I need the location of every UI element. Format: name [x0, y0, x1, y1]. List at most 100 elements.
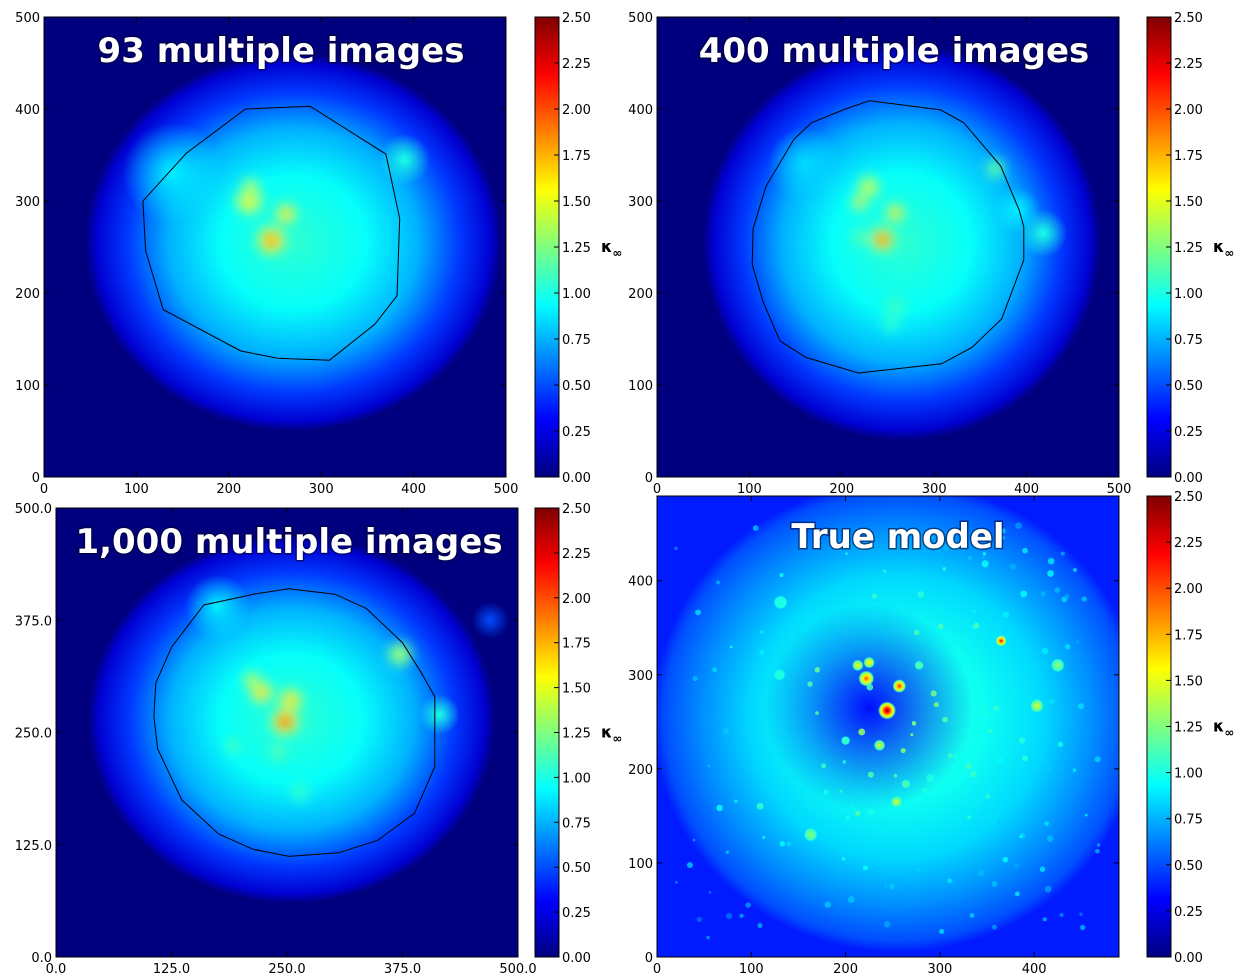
substructure-speckle	[1095, 848, 1100, 854]
substructure-speckle	[1079, 912, 1083, 917]
x-tick-label: 400	[1014, 482, 1039, 497]
x-tick-label: 300	[922, 482, 947, 497]
substructure-speckle	[982, 709, 989, 716]
substructure-speckle	[1018, 737, 1026, 744]
substructure-speckle	[930, 690, 937, 697]
substructure-speckle	[938, 623, 944, 630]
y-tick-label: 300	[628, 669, 653, 684]
mass-peak	[851, 228, 870, 247]
substructure-speckle	[1002, 856, 1009, 863]
mass-peak	[850, 193, 869, 212]
y-tick-label: 200	[628, 763, 653, 778]
substructure-speckle	[867, 808, 874, 815]
substructure-speckle	[849, 803, 853, 807]
heatmap-image	[657, 496, 1119, 957]
substructure-speckle	[692, 838, 696, 842]
substructure-speckle	[708, 891, 712, 894]
colorbar: 0.00 0.25 0.50 0.75 1.00 1.25 1.50 1.75 2.00 2.25…	[534, 11, 622, 486]
substructure-speckle	[981, 556, 985, 560]
substructure-speckle	[1021, 755, 1029, 762]
colorbar: 0.00 0.25 0.50 0.75 1.00 1.25 1.50 1.75 2.00 2.25…	[1146, 490, 1234, 966]
x-tick-label: 400	[401, 482, 426, 497]
y-tick-label: 400	[15, 103, 40, 118]
substructure-speckle	[729, 645, 733, 649]
substructure-speckle	[725, 850, 730, 855]
substructure-speckle	[1064, 644, 1071, 650]
substructure-speckle	[1044, 885, 1052, 893]
substructure-speckle	[1072, 768, 1077, 773]
substructure-speckle	[1002, 611, 1009, 618]
substructure-speckle	[858, 728, 866, 736]
mass-peak	[224, 737, 243, 755]
colorbar-tick-label: 0.75	[1174, 813, 1203, 828]
substructure-speckle	[722, 727, 730, 735]
colorbar-tick-label: 1.75	[562, 149, 591, 164]
substructure-speckle	[760, 630, 764, 634]
y-tick-label: 500	[628, 11, 653, 26]
panel-title: 93 multiple images	[98, 31, 465, 71]
mass-peak	[880, 313, 902, 334]
substructure-speckle	[952, 753, 959, 760]
substructure-speckle	[1060, 551, 1065, 556]
substructure-speckle	[1046, 835, 1054, 842]
substructure-speckle	[821, 763, 826, 769]
substructure-speckle	[1001, 536, 1005, 540]
substructure-speckle	[939, 928, 945, 935]
substructure-speckle	[706, 935, 710, 940]
substructure-speckle	[739, 913, 744, 918]
colorbar-tick-label: 0.00	[1174, 471, 1203, 486]
y-tick-label: 125.0	[15, 839, 52, 854]
panel-400-multiple-images: 0 100 200 300 400 500 0 100 200 300 400 500 0.00 0.25…	[628, 11, 1234, 497]
colorbar-tick-label: 2.00	[562, 592, 591, 607]
mass-peak	[270, 706, 300, 737]
substructure-speckle	[1042, 917, 1047, 922]
panel-1000-multiple-images: 0.0 125.0 250.0 375.0 500.0 0.0 125.0 250.0 375.…	[15, 502, 623, 976]
mass-peak	[925, 773, 935, 783]
substructure-speckle	[991, 924, 997, 930]
substructure-speckle	[1039, 866, 1046, 872]
substructure-speckle	[917, 591, 925, 598]
x-tick-label: 125.0	[153, 962, 190, 976]
density-blob	[185, 574, 251, 640]
substructure-speckle	[883, 569, 887, 573]
colorbar-tick-label: 2.50	[562, 502, 591, 517]
colorbar-label: κ∞	[1213, 717, 1234, 740]
x-tick-label: 100	[739, 962, 764, 976]
colorbar-tick-label: 1.75	[1174, 628, 1203, 643]
substructure-speckle	[842, 760, 847, 764]
mass-peak	[803, 827, 818, 842]
density-blob	[378, 133, 431, 186]
substructure-speckle	[996, 819, 1001, 824]
density-blob	[419, 694, 460, 735]
y-tick-label: 400	[628, 575, 653, 590]
colorbar-tick-label: 2.00	[562, 103, 591, 118]
substructure-speckle	[913, 629, 920, 636]
substructure-speckle	[1015, 522, 1022, 530]
substructure-speckle	[991, 881, 998, 887]
substructure-speckle	[1047, 557, 1055, 565]
substructure-speckle	[956, 545, 960, 549]
plot-frame	[43, 16, 507, 478]
y-tick-label: 0	[32, 471, 40, 486]
substructure-speckle	[1049, 698, 1055, 705]
substructure-speckle	[1076, 640, 1080, 644]
x-tick-label: 0	[40, 482, 48, 497]
substructure-speckle	[707, 764, 711, 768]
substructure-speckle	[675, 881, 678, 884]
substructure-speckle	[1013, 862, 1020, 869]
substructure-speckle	[845, 552, 848, 556]
substructure-speckle	[1020, 590, 1028, 598]
x-tick-label: 200	[216, 482, 241, 497]
substructure-speckle	[1022, 547, 1028, 554]
substructure-speckle	[759, 650, 764, 655]
substructure-speckle	[1047, 767, 1053, 772]
x-tick-label: 250.0	[268, 962, 305, 976]
y-tick-label: 500	[15, 11, 40, 26]
y-tick-label: 200	[628, 287, 653, 302]
mass-peak	[863, 656, 875, 669]
substructure-speckle	[967, 815, 972, 820]
mass-peak	[901, 779, 911, 789]
mass-peak	[1030, 699, 1044, 713]
substructure-speckle	[883, 921, 891, 928]
substructure-speckle	[930, 536, 935, 540]
